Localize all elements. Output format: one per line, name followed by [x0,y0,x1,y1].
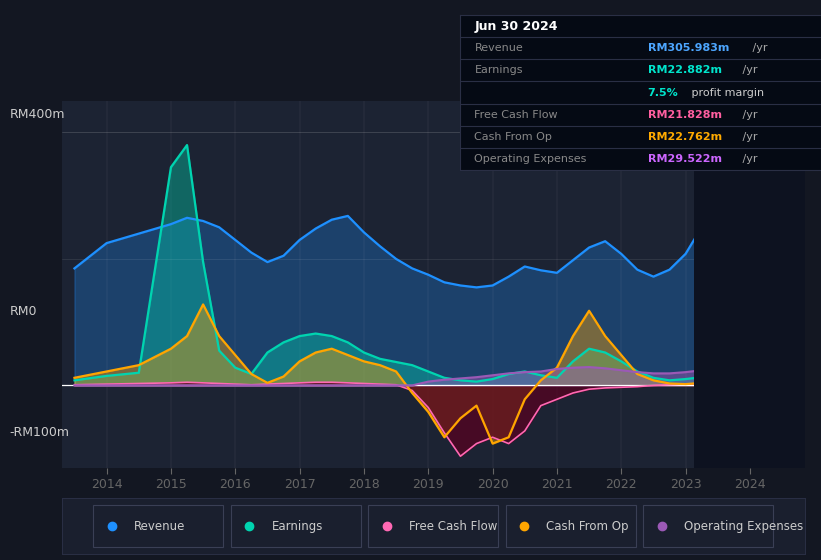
Text: RM400m: RM400m [10,108,66,122]
Text: /yr: /yr [749,43,768,53]
Text: Earnings: Earnings [475,66,523,76]
Text: RM21.828m: RM21.828m [648,110,722,120]
Text: RM22.882m: RM22.882m [648,66,722,76]
Text: /yr: /yr [739,132,757,142]
Text: RM0: RM0 [10,305,37,318]
Text: RM305.983m: RM305.983m [648,43,729,53]
Text: profit margin: profit margin [688,87,764,97]
Text: Jun 30 2024: Jun 30 2024 [475,20,558,32]
Text: Free Cash Flow: Free Cash Flow [409,520,498,533]
Text: Revenue: Revenue [475,43,523,53]
Text: Operating Expenses: Operating Expenses [475,154,587,164]
Text: /yr: /yr [739,66,757,76]
Text: Earnings: Earnings [272,520,323,533]
Text: Free Cash Flow: Free Cash Flow [475,110,558,120]
Text: RM29.522m: RM29.522m [648,154,722,164]
Text: -RM100m: -RM100m [10,426,70,439]
Text: RM22.762m: RM22.762m [648,132,722,142]
Text: /yr: /yr [739,110,757,120]
Text: Operating Expenses: Operating Expenses [684,520,803,533]
Text: 7.5%: 7.5% [648,87,678,97]
Text: Revenue: Revenue [134,520,186,533]
Text: Cash From Op: Cash From Op [475,132,553,142]
Text: /yr: /yr [739,154,757,164]
Text: Cash From Op: Cash From Op [547,520,629,533]
